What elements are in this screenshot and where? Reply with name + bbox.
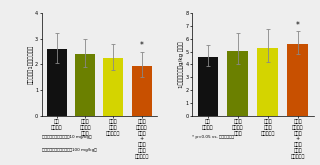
Text: *: * xyxy=(296,21,300,30)
Bar xyxy=(257,48,278,116)
Y-axis label: 1回の排尿量（g/kg 体重）: 1回の排尿量（g/kg 体重） xyxy=(179,41,184,88)
Bar xyxy=(132,66,152,116)
Text: *: * xyxy=(140,41,144,50)
Bar xyxy=(75,54,95,116)
Text: ボタンボウフウエキス（10 mg/kg）: ボタンボウフウエキス（10 mg/kg） xyxy=(42,135,91,139)
Bar xyxy=(287,44,308,115)
Bar xyxy=(47,49,67,115)
Text: * p<0.05 vs. コントロール: * p<0.05 vs. コントロール xyxy=(192,135,234,139)
Bar xyxy=(228,51,248,115)
Bar xyxy=(197,57,219,116)
Y-axis label: 排尿回数（1時間当たり）: 排尿回数（1時間当たり） xyxy=(28,45,34,84)
Bar xyxy=(103,58,123,116)
Text: ノコギリヤシ果実エキス（100 mg/kg）: ノコギリヤシ果実エキス（100 mg/kg） xyxy=(42,148,96,152)
